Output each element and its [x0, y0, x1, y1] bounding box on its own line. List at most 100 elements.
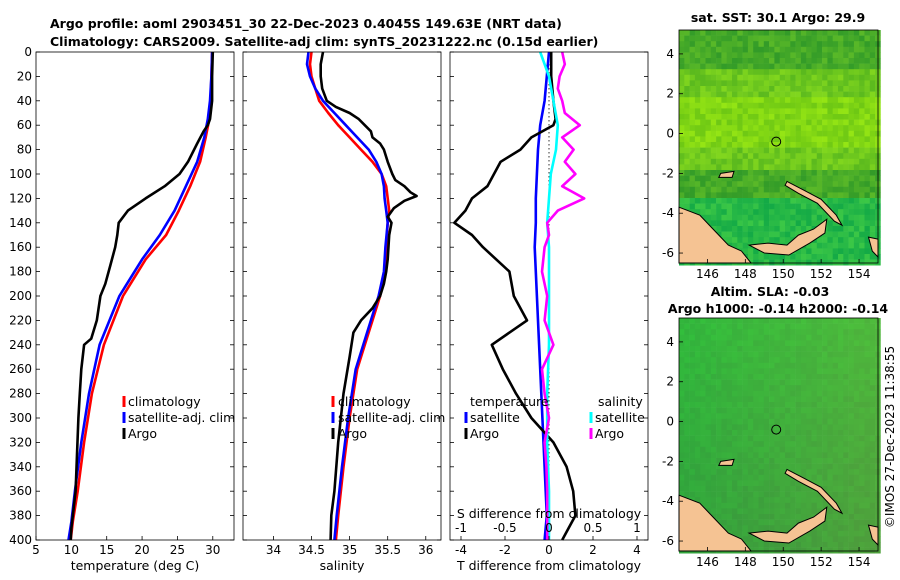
map-cell — [742, 248, 749, 255]
map-cell — [864, 158, 871, 165]
difference-xlabel: T difference from climatology — [456, 558, 642, 573]
map-cell — [716, 198, 722, 204]
map-cell — [800, 329, 807, 336]
map-cell — [753, 52, 759, 59]
map-cell — [811, 136, 818, 143]
map-cell — [763, 329, 770, 336]
map-cell — [869, 91, 876, 98]
map-cell — [716, 446, 722, 453]
map-cell — [774, 418, 780, 425]
y-tick-label: 280 — [9, 387, 32, 401]
map-cell — [848, 334, 855, 341]
map-cell — [721, 452, 727, 459]
map-cell — [806, 474, 812, 481]
map-cell — [832, 136, 839, 143]
map-cell — [827, 446, 833, 453]
map-cell — [838, 254, 844, 260]
map-cell — [705, 340, 712, 347]
map-cell — [758, 385, 765, 392]
map-cell — [779, 237, 786, 244]
map-cell — [848, 192, 855, 199]
map-cell — [785, 130, 791, 137]
map-cell — [785, 474, 791, 481]
map-cell — [747, 175, 754, 182]
map-cell — [827, 69, 833, 76]
map-cell — [853, 175, 860, 182]
map-cell — [795, 413, 802, 420]
map-cell — [832, 446, 839, 453]
map-cell — [774, 323, 780, 330]
map-cell — [800, 209, 807, 216]
map-cell — [785, 542, 791, 548]
map-cell — [816, 452, 823, 459]
map-cell — [806, 220, 812, 227]
x-tick-label: 0 — [545, 543, 553, 557]
map-cell — [774, 407, 780, 414]
map-cell — [838, 203, 844, 210]
map-cell — [853, 58, 860, 64]
map-cell — [700, 153, 706, 160]
map-cell — [838, 441, 844, 448]
map-cell — [853, 441, 860, 448]
map-cell — [700, 474, 706, 481]
map-cell — [800, 125, 807, 132]
map-cell — [705, 86, 712, 92]
map-cell — [684, 142, 690, 148]
map-cell — [785, 396, 791, 403]
map-cell — [753, 441, 759, 448]
map-cell — [726, 452, 733, 459]
map-cell — [779, 424, 786, 431]
map-cell — [758, 237, 765, 244]
map-cell — [811, 220, 818, 227]
map-cell — [716, 58, 722, 64]
y-tick-label: 120 — [9, 191, 32, 205]
map-cell — [816, 153, 823, 160]
map-cell — [716, 86, 722, 92]
map-cell — [732, 486, 738, 492]
map-cell — [753, 480, 759, 487]
map-cell — [816, 220, 823, 227]
map-cell — [811, 418, 818, 425]
map-cell — [679, 357, 685, 364]
map-cell — [705, 58, 712, 64]
map-cell — [694, 452, 701, 459]
map-cell — [747, 318, 754, 324]
map-cell — [742, 46, 749, 53]
map-cell — [726, 130, 733, 137]
map-cell — [843, 351, 849, 358]
map-cell — [716, 97, 722, 104]
map-cell — [843, 80, 849, 87]
map-cell — [869, 508, 876, 515]
map-cell — [838, 357, 844, 364]
map-cell — [811, 407, 818, 414]
map-cell — [747, 418, 754, 425]
map-cell — [742, 130, 749, 137]
map-cell — [816, 248, 823, 255]
map-cell — [753, 170, 759, 176]
map-cell — [843, 198, 849, 204]
map-cell — [800, 340, 807, 347]
map-cell — [832, 242, 839, 249]
map-cell — [853, 170, 860, 176]
map-cell — [726, 97, 733, 104]
map-cell — [700, 147, 706, 154]
map-cell — [838, 63, 844, 70]
map-cell — [694, 125, 701, 132]
map-cell — [694, 497, 701, 504]
map-cell — [769, 469, 775, 476]
map-cell — [774, 130, 780, 137]
map-cell — [848, 175, 855, 182]
map-cell — [827, 130, 833, 137]
map-cell — [689, 91, 696, 98]
map-cell — [779, 142, 786, 148]
map-cell — [700, 463, 706, 470]
map-cell — [721, 86, 727, 92]
map-cell — [859, 446, 865, 453]
map-cell — [679, 452, 685, 459]
map-cell — [816, 362, 823, 369]
map-cell — [758, 153, 765, 160]
map-cell — [853, 214, 860, 221]
map-cell — [737, 130, 743, 137]
map-cell — [800, 69, 807, 76]
map-cell — [726, 41, 733, 48]
